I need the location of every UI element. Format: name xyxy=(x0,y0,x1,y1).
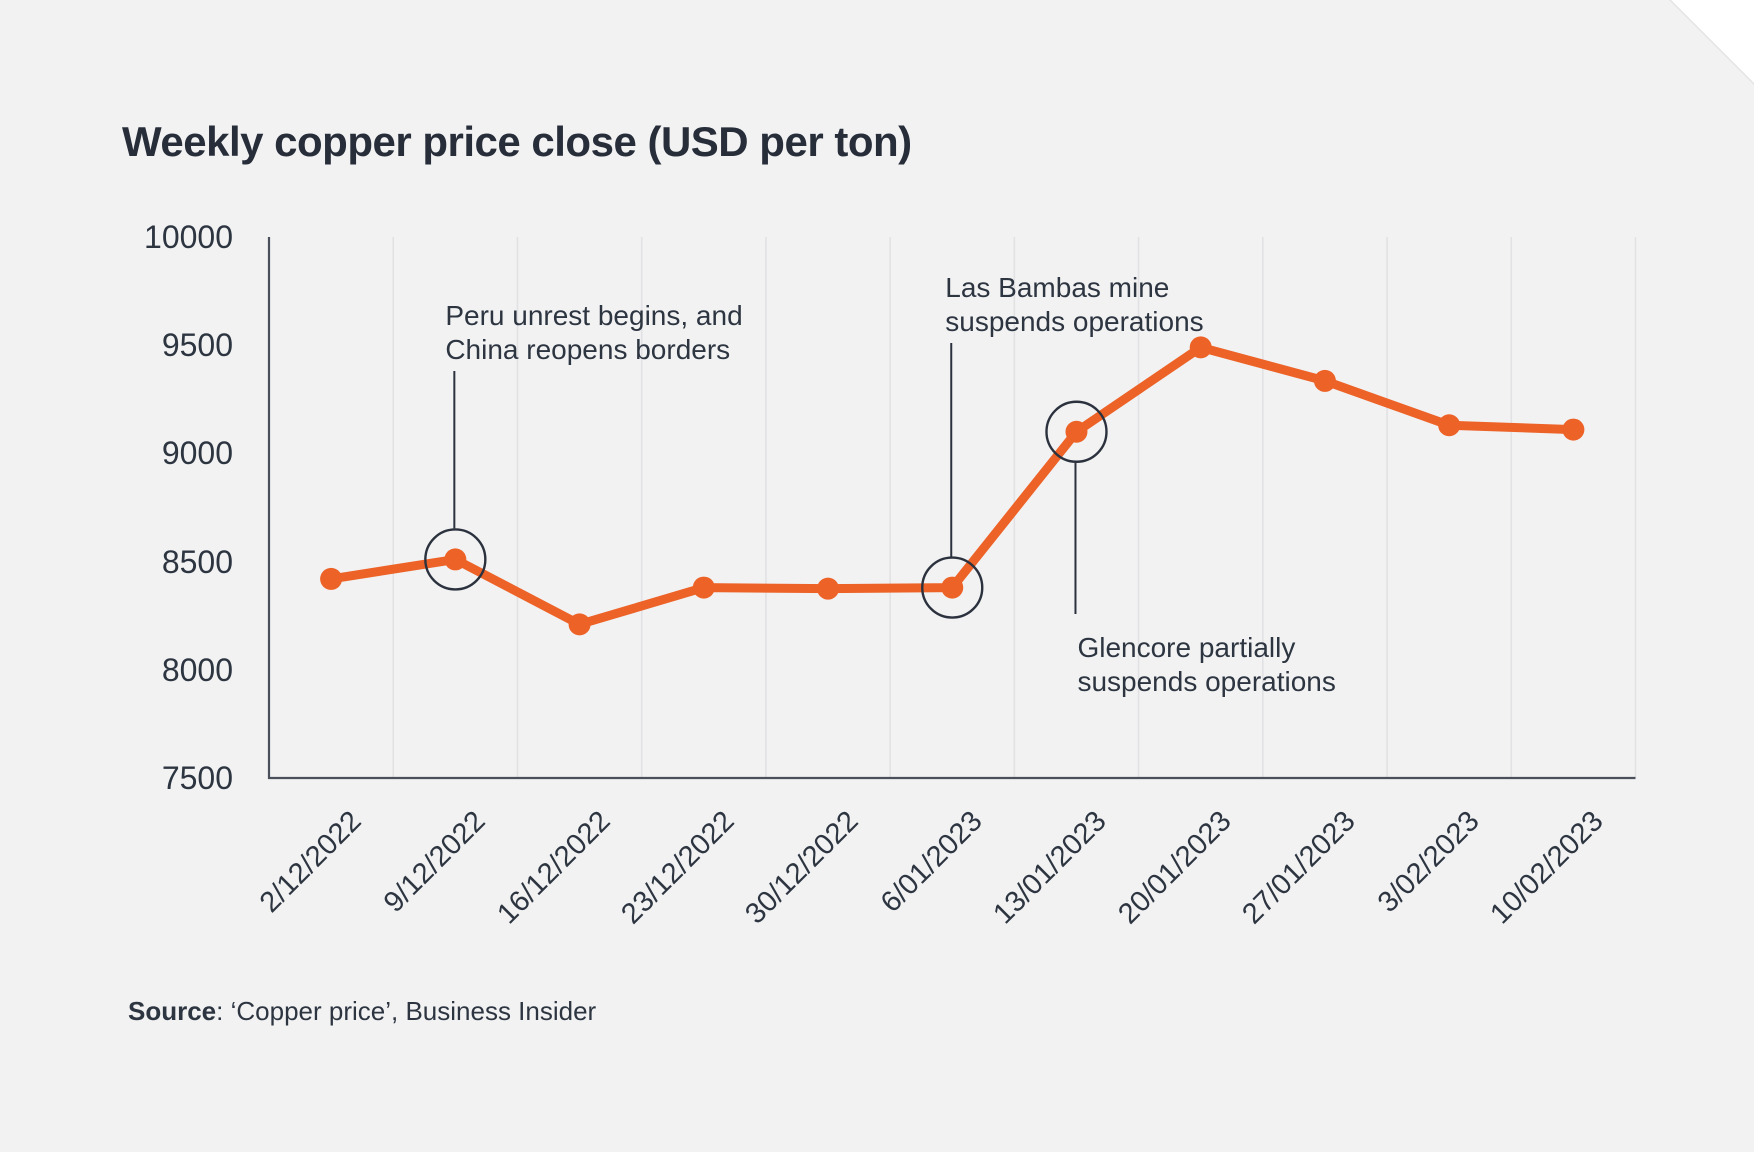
source-label: Source xyxy=(128,996,217,1026)
y-axis-tick-label: 10000 xyxy=(144,219,233,255)
data-point-dot xyxy=(1313,369,1336,392)
data-point-dot xyxy=(1065,420,1088,443)
y-axis-tick-label: 8500 xyxy=(161,543,233,580)
annotation-text: Peru unrest begins, and China reopens bor… xyxy=(445,299,742,367)
data-point-dot xyxy=(692,576,715,599)
data-point-dot xyxy=(941,576,964,599)
y-axis-tick-label: 8000 xyxy=(161,651,233,688)
y-axis-tick-label: 7500 xyxy=(161,760,233,796)
annotation-text: Glencore partially suspends operations xyxy=(1077,631,1335,699)
data-point-dot xyxy=(1438,414,1461,437)
annotation-highlight-ring xyxy=(921,556,984,619)
annotation-text-line: suspends operations xyxy=(1077,666,1336,697)
data-point-dot xyxy=(1562,418,1585,441)
data-point-dot xyxy=(568,613,591,636)
annotation-text-line: China reopens borders xyxy=(445,334,731,365)
chart-title: Weekly copper price close (USD per ton) xyxy=(122,118,912,165)
annotation-text-line: Glencore partially xyxy=(1077,632,1296,663)
source-line: Source: ‘Copper price’, Business Insider xyxy=(128,996,596,1027)
annotation-text: Las Bambas mine suspends operations xyxy=(945,271,1203,339)
annotation-highlight-ring xyxy=(1045,400,1108,463)
data-point-dot xyxy=(320,567,343,590)
data-point-dot xyxy=(444,548,467,571)
source-text: : ‘Copper price’, Business Insider xyxy=(216,996,597,1026)
y-axis-tick-label: 9500 xyxy=(161,327,233,364)
page-corner-fold xyxy=(1671,0,1754,83)
y-axis-tick-label: 9000 xyxy=(161,435,233,472)
data-point-dot xyxy=(1189,336,1212,359)
annotation-text-line: Peru unrest begins, and xyxy=(445,300,743,331)
annotation-text-line: Las Bambas mine xyxy=(945,272,1170,303)
annotation-text-line: suspends operations xyxy=(945,306,1204,337)
annotation-highlight-ring xyxy=(424,528,487,591)
data-point-dot xyxy=(817,577,840,600)
